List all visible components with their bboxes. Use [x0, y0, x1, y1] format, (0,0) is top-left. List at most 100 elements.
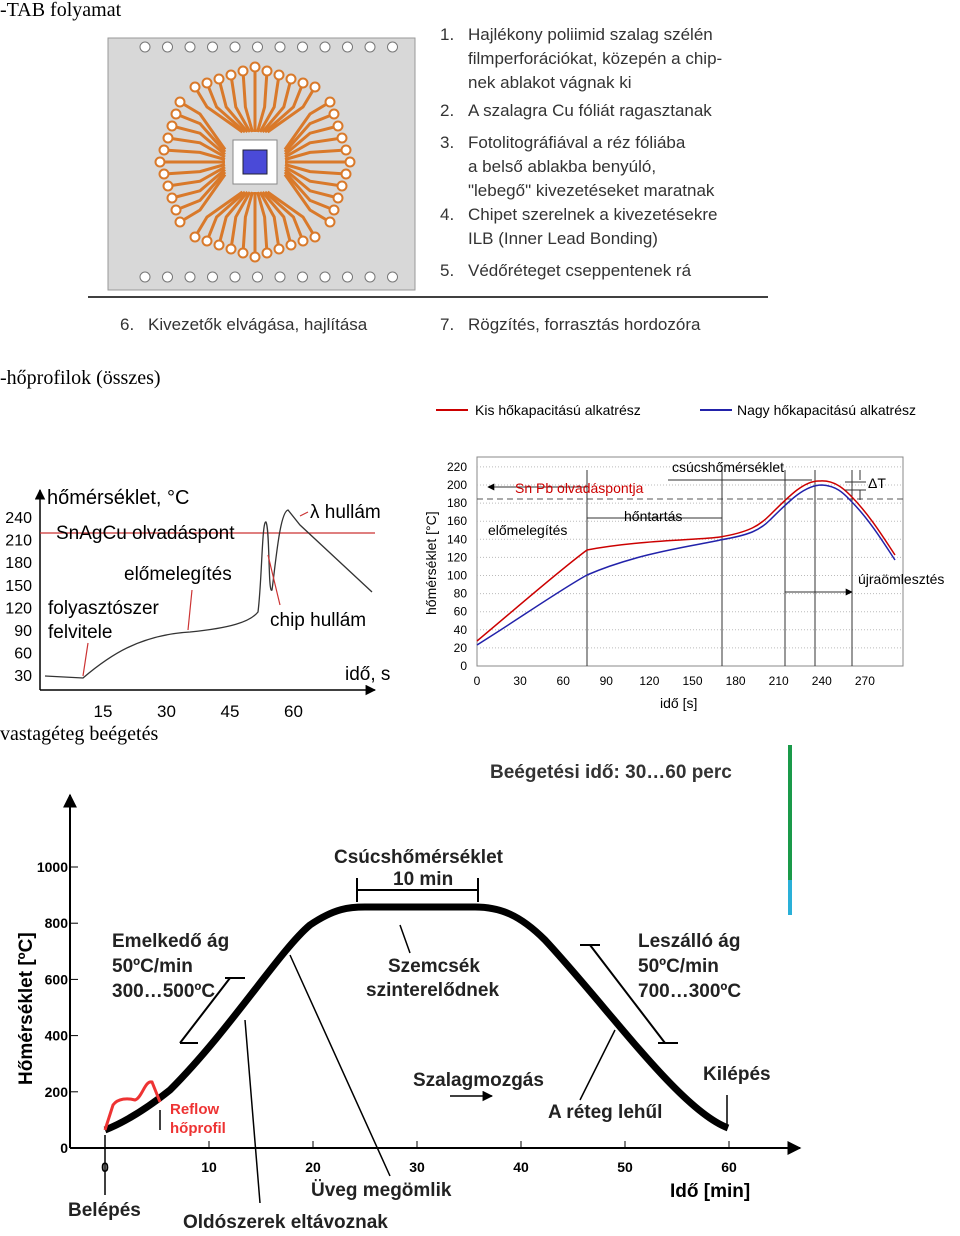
axis-label: idő, s [345, 664, 390, 685]
lead [217, 191, 249, 246]
annotation: Sn Pb olvadáspontja [515, 480, 644, 496]
chip [242, 149, 268, 175]
lead [193, 86, 244, 134]
perforation [319, 271, 331, 283]
y-tick-label: 0 [460, 659, 467, 673]
pad [336, 132, 348, 144]
step-text: A szalagra Cu fóliát ragasztanak [468, 101, 712, 120]
tab-leads [139, 41, 398, 283]
lead [179, 173, 227, 224]
lead [266, 86, 317, 134]
perforation [297, 271, 308, 283]
pad [166, 192, 178, 204]
perforation [184, 271, 196, 283]
perforation [252, 271, 263, 283]
lead [283, 171, 335, 212]
step-text: nek ablakot vágnak ki [468, 73, 632, 92]
annotation: folyasztószer [48, 598, 160, 619]
lead [258, 191, 281, 250]
y-tick-label: 30 [14, 668, 32, 685]
pad [332, 120, 344, 132]
pad [340, 144, 352, 156]
step-text: Chipet szerelnek a kivezetésekre [468, 205, 717, 224]
step-number: 3. [440, 133, 454, 152]
pad [249, 251, 261, 263]
axis-label: Hőmérséklet [ºC] [16, 932, 37, 1085]
lead [258, 74, 281, 133]
pad [344, 156, 356, 168]
y-tick-label: 240 [5, 510, 32, 527]
lead [205, 190, 246, 242]
x-tick-label: 60 [557, 674, 571, 688]
lead [217, 78, 249, 133]
y-tick-label: 140 [447, 532, 467, 546]
annotation: előmelegítés [124, 564, 232, 585]
annotation: ΔT [868, 475, 886, 491]
pad [158, 168, 170, 180]
pad [166, 120, 178, 132]
lead [241, 70, 254, 133]
pad [328, 108, 340, 120]
axis-label: idő [s] [660, 695, 697, 711]
pad [201, 235, 213, 247]
pad [261, 65, 273, 77]
annotation: λ hullám [310, 502, 381, 523]
lead [284, 148, 347, 161]
pad [174, 96, 186, 108]
pad [324, 216, 336, 228]
pad [225, 69, 237, 81]
x-tick-label: 0 [101, 1159, 109, 1175]
annotation: Szemcsék [388, 956, 480, 977]
pad [213, 73, 225, 85]
pad [273, 243, 285, 255]
annotation: hőntartás [624, 508, 682, 524]
y-tick-label: 180 [447, 496, 467, 510]
pad [332, 192, 344, 204]
step-number: 7. [440, 315, 454, 334]
lead [283, 112, 335, 153]
annotation: Belépés [68, 1200, 141, 1221]
y-tick-label: 120 [5, 600, 32, 617]
y-tick-label: 200 [447, 478, 467, 492]
annotation: csúcshőmérséklet [672, 459, 784, 475]
y-tick-label: 20 [454, 641, 468, 655]
x-tick-label: 240 [812, 674, 832, 688]
y-tick-label: 40 [454, 623, 468, 637]
pad [340, 168, 352, 180]
firing-chart-shapes [63, 745, 802, 1204]
x-tick-label: 180 [726, 674, 746, 688]
pad [174, 216, 186, 228]
pad [225, 243, 237, 255]
y-tick-label: 60 [14, 646, 32, 663]
x-tick-label: 30 [513, 674, 527, 688]
step-number: 6. [120, 315, 134, 334]
annotation: SnAgCu olvadáspont [56, 523, 235, 544]
perforation [274, 41, 286, 53]
annotation: Csúcshőmérséklet [334, 847, 504, 868]
lead [229, 74, 252, 133]
perforation [184, 41, 196, 53]
perforation [364, 271, 376, 283]
step-text: Kivezetők elvágása, hajlítása [148, 315, 368, 334]
pad [273, 69, 285, 81]
lead [175, 171, 227, 212]
lead [256, 70, 269, 133]
axis-label: Idő [min] [670, 1181, 750, 1202]
perforation [162, 271, 173, 283]
annotation: 700…300ºC [638, 981, 741, 1002]
y-tick-label: 80 [454, 587, 468, 601]
y-tick-label: 60 [454, 605, 468, 619]
y-tick-label: 120 [447, 550, 467, 564]
perforation [229, 271, 241, 283]
annotation: hőprofil [170, 1120, 226, 1137]
pad [249, 61, 261, 73]
y-tick-label: 1000 [37, 859, 68, 875]
perforation [319, 41, 331, 53]
perforation [139, 271, 151, 283]
perforation [139, 41, 151, 53]
annotation: Kilépés [703, 1064, 771, 1085]
axis-label: hőmérséklet [°C] [423, 511, 439, 615]
y-tick-label: 600 [45, 971, 69, 987]
